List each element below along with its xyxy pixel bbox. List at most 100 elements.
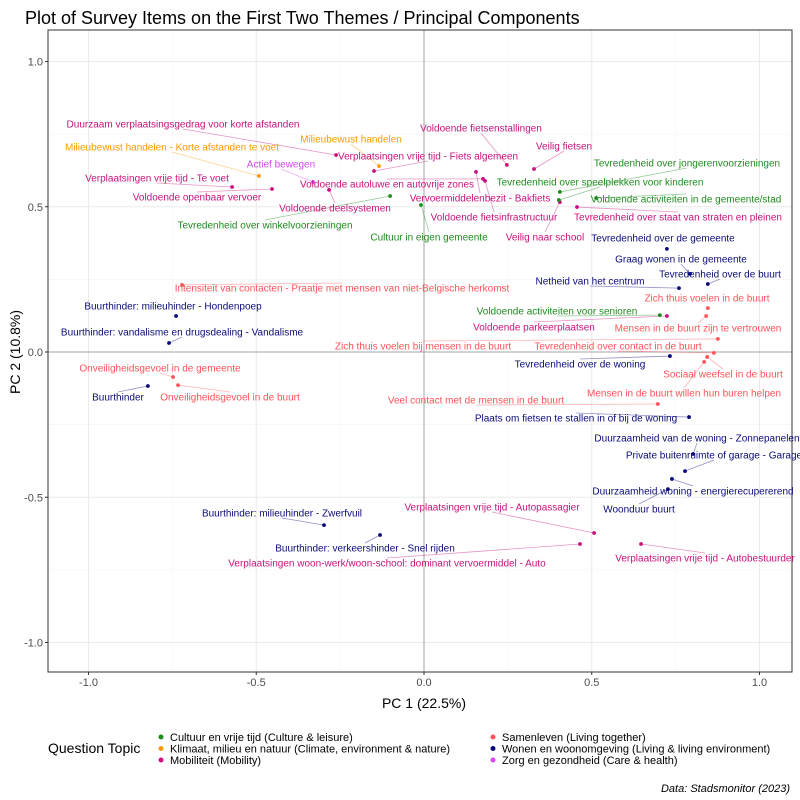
point-label: Buurthinder: milieuhinder - Zwerfvuil <box>202 509 362 520</box>
x-tick-label: 0.0 <box>416 677 431 689</box>
caption: Data: Stadsmonitor (2023) <box>661 783 790 795</box>
point-label: Buurthinder <box>92 393 144 404</box>
data-point <box>666 487 670 492</box>
data-point <box>377 164 381 168</box>
point-label: Tevredenheid over contact in de buurt <box>534 342 702 353</box>
point-label: Voldoende openbaar vervoer <box>133 193 262 204</box>
data-point <box>665 246 669 251</box>
panel-border <box>47 29 793 673</box>
point-label: Verplaatsingen vrije tijd - Te voet <box>85 174 229 185</box>
leader-line <box>556 314 660 317</box>
data-point <box>532 167 536 171</box>
data-point <box>388 194 393 198</box>
point-label: Voldoende deelsystemen <box>279 204 391 215</box>
legend-key-climate <box>158 746 164 751</box>
legend-label-living_together: Samenleven (Living together) <box>502 732 646 744</box>
point-label: Cultuur in eigen gemeente <box>370 233 488 244</box>
point-label: Zich thuis voelen in de buurt <box>644 294 769 305</box>
leader-line <box>386 543 581 559</box>
point-label: Graag wonen in de gemeente <box>615 255 747 266</box>
data-point <box>705 306 710 311</box>
plot-panel: -1.0 -0.5 0.0 0.5 1.0 -1.0 -0.5 0.0 0.5 1.0 Duurza… <box>24 29 800 689</box>
leader-line <box>171 151 260 177</box>
point-label: Mensen in de buurt zijn te vertrouwen <box>615 324 782 335</box>
leader-line <box>692 442 698 455</box>
legend: Question Topic Cultuur en vrije tijd (Cu… <box>48 732 770 767</box>
data-point <box>594 196 599 200</box>
data-point <box>556 198 561 202</box>
leader-line <box>575 412 690 418</box>
data-point <box>378 533 382 537</box>
legend-label-climate: Klimaat, milieu en natuur (Climate, envi… <box>170 744 450 756</box>
leader-line <box>328 189 336 204</box>
x-tick-label: -0.5 <box>247 677 266 689</box>
data-point <box>711 350 716 355</box>
y-tick-label: 0.5 <box>28 202 43 214</box>
legend-key-living_env <box>490 746 496 751</box>
data-point <box>705 282 710 286</box>
data-point <box>691 452 695 456</box>
x-tick-label: 1.0 <box>752 677 767 689</box>
point-label: Milieubewust handelen <box>300 135 402 146</box>
leader-line <box>638 488 669 505</box>
data-point <box>322 523 326 528</box>
data-point <box>687 415 691 419</box>
point-label: Tevredenheid over jongerenvoorzieningen <box>594 159 780 170</box>
leader-line <box>706 356 724 370</box>
data-point <box>670 477 674 481</box>
data-point <box>655 402 660 406</box>
leader-line <box>475 171 481 194</box>
leader-line <box>373 160 429 172</box>
legend-label-mobility: Mobiliteit (Mobility) <box>170 755 261 767</box>
leader-line <box>671 478 694 487</box>
leader-line <box>491 511 595 534</box>
point-label: Duurzaamheid van de woning - Zonnepanele… <box>594 434 799 445</box>
point-label: Tevredenheid over winkelvoorzieningen <box>177 221 352 232</box>
data-point <box>334 153 338 157</box>
point-label: Verplaatsingen vrije tijd - Autobestuurd… <box>615 554 795 565</box>
data-point <box>705 355 710 359</box>
legend-key-care <box>490 757 496 763</box>
data-point <box>702 359 707 364</box>
point-label: Veilig naar school <box>506 233 584 244</box>
legend-label-living_env: Wonen en woonomgeving (Living & living e… <box>502 744 770 756</box>
point-label: Milieubewust handelen - Korte afstanden … <box>65 143 279 154</box>
data-point <box>145 384 150 388</box>
data-point <box>257 174 261 178</box>
point-label: Voldoende fietsenstallingen <box>420 124 542 135</box>
x-tick-label: -1.0 <box>79 677 98 689</box>
data-point <box>575 205 579 209</box>
point-label: Veel contact met de mensen in de buurt <box>388 396 564 407</box>
point-label: Voldoende activiteiten voor senioren <box>477 307 638 318</box>
data-point <box>483 178 487 183</box>
leader-line <box>559 167 688 193</box>
leader-line <box>350 143 380 167</box>
leader-line <box>475 403 658 406</box>
point-label: Voldoende activiteiten in de gemeente/st… <box>591 195 782 206</box>
leader-line <box>159 372 174 378</box>
point-label: Voldoende parkeerplaatsen <box>473 323 595 334</box>
point-label: Intensiteit van contacten - Praatje met … <box>175 284 510 295</box>
point-label: Duurzaam verplaatsingsgedrag voor korte … <box>67 120 300 131</box>
data-point <box>171 375 175 379</box>
point-label: Tevredenheid over de buurt <box>659 270 781 281</box>
leader-line <box>178 384 231 393</box>
point-label: Buurthinder: milieuhinder - Hondenpoep <box>84 302 262 313</box>
data-point <box>311 180 315 184</box>
point-label: Tevredenheid over de woning <box>515 360 646 371</box>
leader-line <box>596 193 687 199</box>
leader-lines <box>117 128 724 559</box>
leader-line <box>641 543 706 554</box>
leader-line <box>422 338 718 342</box>
point-label: Voldoende fietsinfrastructuur <box>431 213 558 224</box>
data-point <box>557 190 562 194</box>
leader-line <box>156 182 233 188</box>
leader-line <box>484 180 495 213</box>
data-point <box>504 163 509 167</box>
point-label: Private buitenruimte of garage - Garage <box>626 451 800 462</box>
data-point <box>230 185 234 189</box>
data-point <box>180 282 185 287</box>
data-point <box>419 203 423 207</box>
